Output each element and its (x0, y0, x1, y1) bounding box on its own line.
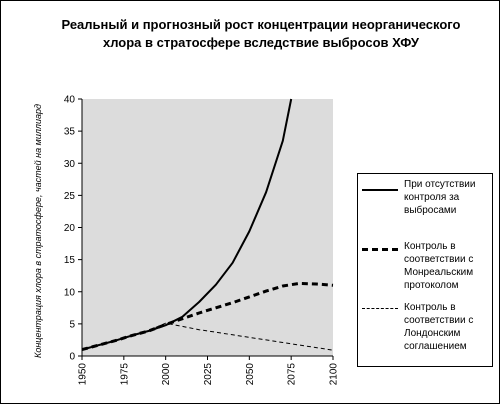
legend-swatch-thin-dashed (362, 308, 398, 309)
y-tick-label: 40 (64, 95, 76, 106)
y-tick-label: 0 (69, 352, 75, 363)
series-layer (81, 98, 334, 352)
x-tick-label: 2075 (287, 363, 298, 386)
y-tick-label: 15 (64, 255, 76, 266)
series-line-3 (81, 322, 334, 351)
x-tick-label: 2050 (245, 363, 256, 386)
y-tick-label: 5 (69, 319, 75, 330)
legend-swatch-solid (362, 189, 398, 191)
legend-label: При отсутствии контроля за выбросами (404, 179, 476, 216)
y-tick-label: 35 (64, 127, 76, 138)
x-tick-label: 2100 (329, 363, 340, 386)
legend: При отсутствии контроля за выбросами Кон… (357, 173, 493, 367)
x-tick-label: 1975 (119, 363, 130, 386)
y-tick-label: 10 (64, 287, 76, 298)
legend-swatch-dashed (362, 248, 398, 251)
y-tick-label: 25 (64, 191, 76, 202)
legend-label: Контроль в соответствии с Лондонским сог… (404, 302, 474, 352)
x-tick-label: 2025 (203, 363, 214, 386)
y-axis-label: Концентрация хлора в стратосфере, частей… (33, 104, 43, 358)
chart-title: Реальный и прогнозный рост концентрации … (61, 17, 461, 50)
y-tick-label: 20 (64, 223, 76, 234)
x-tick-label: 1950 (78, 363, 89, 386)
y-tick-label: 30 (64, 159, 76, 170)
x-tick-label: 2000 (161, 363, 172, 386)
plot-area (82, 99, 333, 356)
legend-label: Контроль в соответствии с Монреальским п… (404, 241, 474, 291)
